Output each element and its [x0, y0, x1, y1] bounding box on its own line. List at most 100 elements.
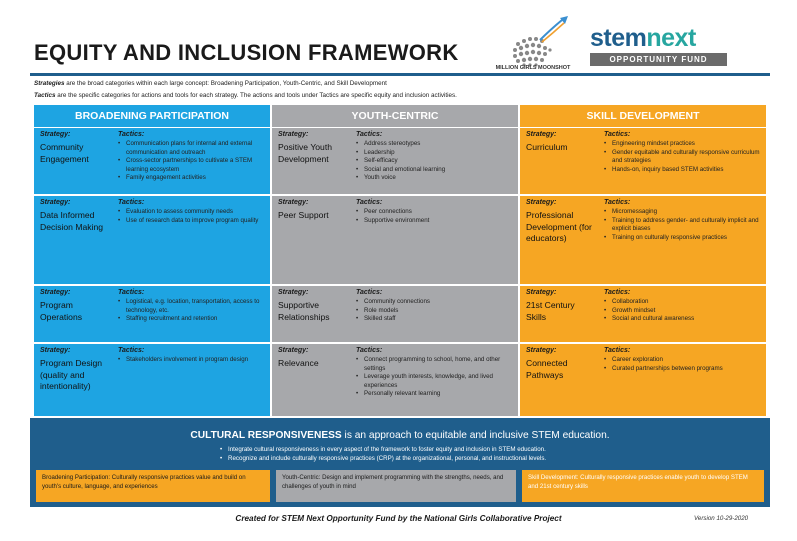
cultural-box-term: Youth-Centric: — [282, 474, 321, 481]
tactics-label: Tactics: — [604, 199, 631, 206]
tactics-label: Tactics: — [604, 347, 631, 354]
cultural-box-text: Culturally responsive practices value an… — [42, 474, 246, 490]
cultural-title-bold: CULTURAL RESPONSIVENESS — [190, 430, 342, 441]
strategy-label: Strategy: — [40, 347, 71, 354]
strategy-label: Strategy: — [526, 347, 557, 354]
strategy-name: Relevance — [278, 358, 319, 368]
tactic-item: Use of research data to improve program … — [118, 217, 264, 226]
tactic-item: Training on culturally responsive practi… — [604, 234, 760, 243]
tactics-label: Tactics: — [356, 289, 383, 296]
column-heading-skill: SKILL DEVELOPMENT — [520, 105, 766, 127]
tactic-item: Community connections — [356, 298, 512, 307]
tactic-item: Collaboration — [604, 298, 760, 307]
column-heading-youth: YOUTH-CENTRIC — [272, 105, 518, 127]
tactics-label: Tactics: — [118, 131, 145, 138]
tactic-item: Role models — [356, 307, 512, 316]
cultural-title-rest: is an approach to equitable and inclusiv… — [341, 430, 610, 441]
intro-term-2: Tactics — [34, 92, 56, 99]
strategy-cell: Strategy: Positive Youth Development Tacti… — [272, 128, 518, 194]
tactic-item: Personally relevant learning — [356, 390, 512, 399]
tactic-item: Logistical, e.g. location, transportatio… — [118, 298, 264, 315]
cultural-box-term: Broadening Participation: — [42, 474, 111, 481]
strategy-name: Connected Pathways — [526, 358, 568, 380]
strategy-label: Strategy: — [526, 199, 557, 206]
tactic-item: Gender equitable and culturally responsi… — [604, 149, 760, 166]
strategy-cell: Strategy: Relevance Tactics: Connect progra… — [272, 344, 518, 416]
strategy-name: Data Informed Decision Making — [40, 210, 104, 232]
tactic-item: Evaluation to assess community needs — [118, 208, 264, 217]
tactics-label: Tactics: — [118, 347, 145, 354]
cultural-box-term: Skill Development: — [528, 474, 579, 481]
strategy-name: Curriculum — [526, 142, 568, 152]
cultural-bullet: Recognize and include culturally respons… — [220, 454, 546, 463]
tactics-label: Tactics: — [604, 289, 631, 296]
strategy-name: Peer Support — [278, 210, 329, 220]
strategy-label: Strategy: — [278, 199, 309, 206]
stem-next-logo-word-b: next — [646, 24, 696, 52]
tactics-list: Peer connectionsSupportive environment — [356, 208, 512, 225]
strategy-cell: Strategy: Program Design (quality and int… — [34, 344, 270, 416]
tactic-item: Cross-sector partnerships to cultivate a… — [118, 157, 264, 174]
stem-next-logo-word-a: stem — [590, 24, 647, 52]
strategy-cell: Strategy: Curriculum Tactics: Engineering m… — [520, 128, 766, 194]
tactics-label: Tactics: — [604, 131, 631, 138]
tactics-label: Tactics: — [356, 199, 383, 206]
tactics-list: MicromessagingTraining to address gender… — [604, 208, 760, 242]
strategy-label: Strategy: — [40, 131, 71, 138]
strategy-cell: Strategy: Connected Pathways Tactics: Caree… — [520, 344, 766, 416]
cultural-bullet: Integrate cultural responsiveness in eve… — [220, 445, 546, 454]
tactic-item: Stakeholders involvement in program desi… — [118, 356, 264, 365]
strategy-name: Supportive Relationships — [278, 300, 330, 322]
tactic-item: Family engagement activities — [118, 174, 264, 183]
intro-line-2: Tactics are the specific categories for … — [34, 92, 457, 99]
tactics-list: Connect programming to school, home, and… — [356, 356, 512, 399]
tactics-label: Tactics: — [118, 289, 145, 296]
strategy-cell: Strategy: Data Informed Decision Making Ta… — [34, 196, 270, 284]
strategy-name: Program Design (quality and intentionali… — [40, 358, 103, 391]
strategy-cell: Strategy: Peer Support Tactics: Peer connec… — [272, 196, 518, 284]
tactics-list: Career explorationCurated partnerships b… — [604, 356, 760, 373]
stem-next-logo-band: OPPORTUNITY FUND — [590, 53, 727, 66]
strategy-name: Positive Youth Development — [278, 142, 332, 164]
tactic-item: Youth voice — [356, 174, 512, 183]
intro-term-1: Strategies — [34, 80, 65, 87]
tactic-item: Peer connections — [356, 208, 512, 217]
cultural-box-youth: Youth-Centric: Design and implement prog… — [276, 470, 516, 502]
stem-next-logo: stem next OPPORTUNITY FUND — [590, 26, 740, 66]
strategy-cell: Strategy: Professional Development (for e… — [520, 196, 766, 284]
tactic-item: Hands-on, inquiry based STEM activities — [604, 166, 760, 175]
tactics-list: Community connectionsRole modelsSkilled … — [356, 298, 512, 324]
tactic-item: Social and cultural awareness — [604, 315, 760, 324]
tactic-item: Career exploration — [604, 356, 760, 365]
tactics-list: Evaluation to assess community needsUse … — [118, 208, 264, 225]
cultural-box-skill: Skill Development: Culturally responsive… — [522, 470, 764, 502]
tactic-item: Connect programming to school, home, and… — [356, 356, 512, 373]
tactic-item: Growth mindset — [604, 307, 760, 316]
strategy-label: Strategy: — [278, 347, 309, 354]
tactic-item: Social and emotional learning — [356, 166, 512, 175]
tactic-item: Micromessaging — [604, 208, 760, 217]
header-divider — [30, 73, 770, 76]
strategy-name: 21st Century Skills — [526, 300, 575, 322]
strategy-cell: Strategy: Supportive Relationships Tactics… — [272, 286, 518, 342]
tactic-item: Curated partnerships between programs — [604, 365, 760, 374]
tactic-item: Training to address gender- and cultural… — [604, 217, 760, 234]
strategy-cell: Strategy: Community Engagement Tactics: Com… — [34, 128, 270, 194]
tactic-item: Communication plans for internal and ext… — [118, 140, 264, 157]
strategy-name: Professional Development (for educators) — [526, 210, 592, 243]
cultural-box-text: Design and implement programming with th… — [282, 474, 504, 490]
tactic-item: Skilled staff — [356, 315, 512, 324]
strategy-label: Strategy: — [278, 131, 309, 138]
strategy-label: Strategy: — [526, 289, 557, 296]
tactics-label: Tactics: — [356, 131, 383, 138]
tactic-item: Self-efficacy — [356, 157, 512, 166]
cultural-bullets: Integrate cultural responsiveness in eve… — [220, 445, 546, 463]
tactic-item: Supportive environment — [356, 217, 512, 226]
strategy-label: Strategy: — [40, 289, 71, 296]
tactic-item: Staffing recruitment and retention — [118, 315, 264, 324]
strategy-cell: Strategy: Program Operations Tactics: Logis… — [34, 286, 270, 342]
tactic-item: Address stereotypes — [356, 140, 512, 149]
tactic-item: Leverage youth interests, knowledge, and… — [356, 373, 512, 390]
tactics-list: Address stereotypesLeadershipSelf-effica… — [356, 140, 512, 183]
strategy-name: Program Operations — [40, 300, 83, 322]
